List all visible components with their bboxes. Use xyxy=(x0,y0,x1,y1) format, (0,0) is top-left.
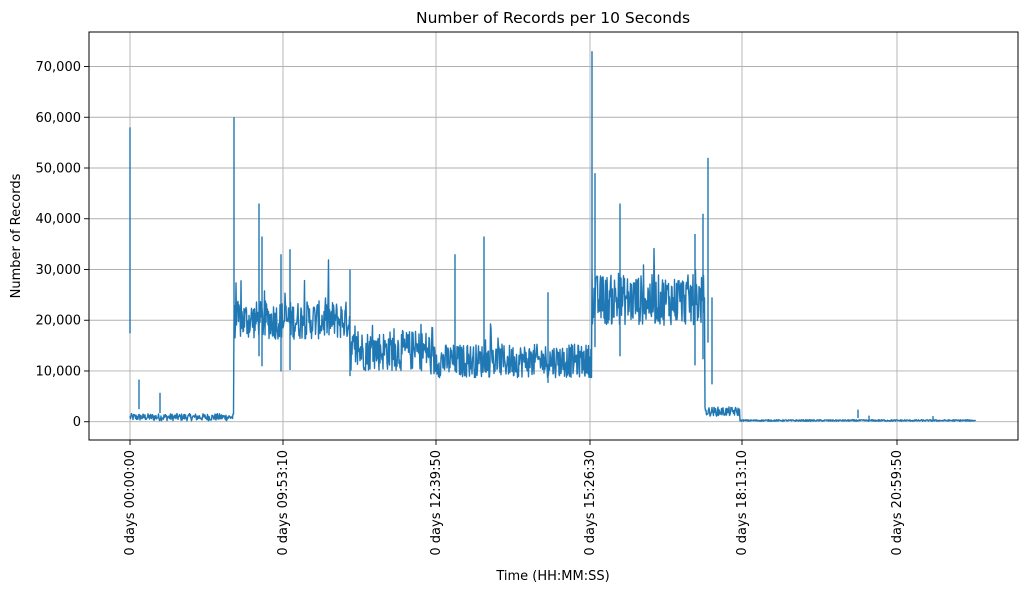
y-tick-label: 60,000 xyxy=(36,111,82,126)
y-tick-label: 40,000 xyxy=(36,212,82,227)
chart-title: Number of Records per 10 Seconds xyxy=(416,9,690,27)
y-tick-label: 20,000 xyxy=(36,314,82,329)
y-tick-label: 10,000 xyxy=(36,364,82,379)
y-tick-label: 0 xyxy=(73,415,81,430)
y-tick-label: 70,000 xyxy=(36,60,82,75)
x-tick-label: 0 days 15:26:30 xyxy=(583,450,598,556)
x-tick-label: 0 days 12:39:50 xyxy=(429,450,444,556)
x-tick-label: 0 days 20:59:50 xyxy=(890,450,905,556)
series-records xyxy=(129,51,977,422)
plot-area xyxy=(89,32,1018,440)
y-tick-label: 30,000 xyxy=(36,263,82,278)
y-axis: 0 10,000 20,000 30,000 40,000 50,000 60,000 70,… xyxy=(36,60,89,430)
records-series-line xyxy=(129,51,977,422)
x-axis: 0 days 00:00:00 0 days 09:53:10 0 days 12:… xyxy=(123,440,905,556)
y-tick-label: 50,000 xyxy=(36,162,82,177)
x-tick-label: 0 days 00:00:00 xyxy=(123,450,138,556)
x-axis-title: Time (HH:MM:SS) xyxy=(495,569,609,584)
y-axis-title: Number of Records xyxy=(9,173,24,298)
x-tick-label: 0 days 18:13:10 xyxy=(735,450,750,556)
x-tick-label: 0 days 09:53:10 xyxy=(276,450,291,556)
plot-frame xyxy=(88,31,1019,441)
